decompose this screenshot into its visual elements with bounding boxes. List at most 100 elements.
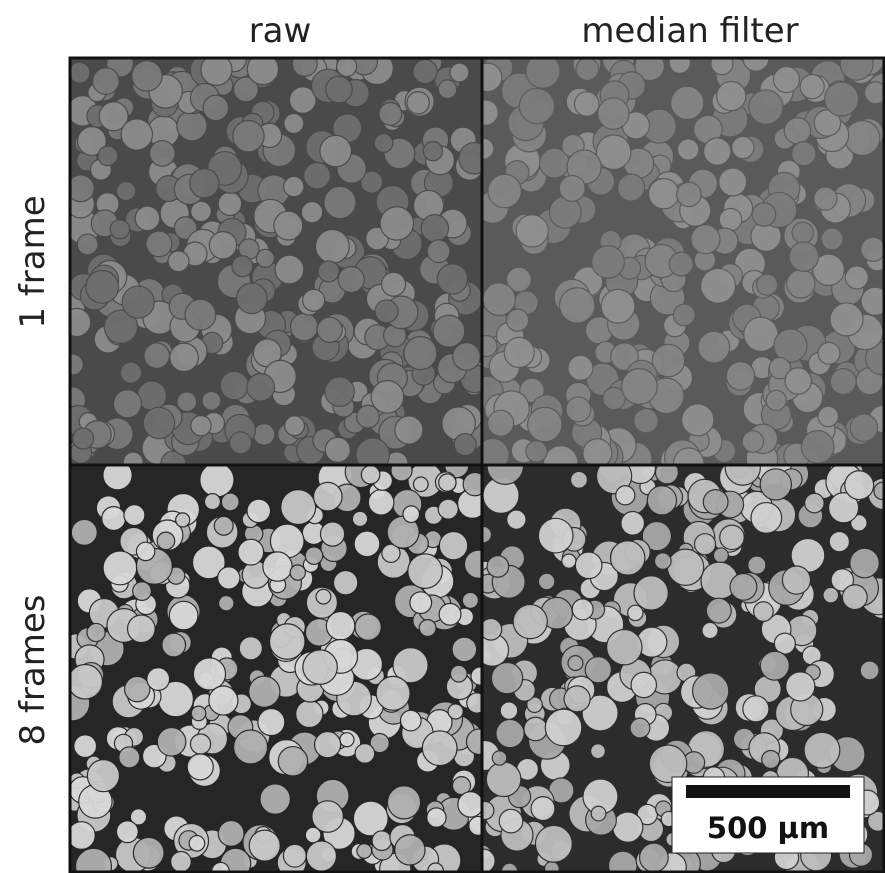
- grain: [109, 218, 131, 240]
- grain: [600, 288, 636, 324]
- grain: [495, 718, 525, 749]
- grain: [169, 342, 199, 373]
- grain: [681, 403, 715, 437]
- grain: [768, 356, 792, 380]
- grain: [772, 65, 801, 94]
- grain: [755, 273, 779, 296]
- grain: [121, 285, 155, 319]
- grain: [304, 546, 324, 566]
- grain: [666, 548, 705, 586]
- grain: [132, 581, 152, 601]
- panels: [70, 58, 884, 872]
- grain: [828, 492, 860, 524]
- grain: [491, 750, 508, 766]
- grain: [482, 334, 498, 358]
- grain: [101, 506, 127, 532]
- grain: [437, 79, 458, 100]
- grain: [606, 628, 643, 666]
- grain: [830, 568, 855, 592]
- grain: [526, 406, 563, 443]
- grain: [620, 368, 658, 405]
- grain: [360, 170, 384, 194]
- grain: [647, 177, 680, 210]
- grain: [248, 675, 281, 708]
- grain: [611, 811, 644, 843]
- grain: [337, 265, 365, 294]
- grain: [485, 761, 522, 798]
- grain: [804, 492, 825, 514]
- grain: [402, 505, 421, 524]
- grain: [319, 521, 346, 547]
- grain: [783, 117, 812, 145]
- grain: [123, 503, 146, 527]
- grain: [482, 437, 510, 465]
- grain: [697, 330, 731, 364]
- grain: [676, 181, 702, 208]
- grain: [312, 481, 343, 512]
- grain: [412, 58, 438, 85]
- grain: [563, 685, 591, 713]
- grain: [571, 598, 594, 621]
- grain: [590, 805, 607, 822]
- grain: [867, 810, 884, 832]
- grain: [353, 530, 381, 558]
- grain: [602, 386, 626, 411]
- micrograph: [482, 58, 884, 465]
- grain: [120, 118, 154, 151]
- grain: [192, 657, 227, 691]
- grain: [199, 465, 235, 498]
- grain: [302, 649, 338, 685]
- grain: [525, 440, 548, 463]
- grain: [289, 312, 319, 342]
- micrograph: [70, 58, 482, 465]
- grain: [97, 145, 119, 167]
- grain: [190, 414, 212, 437]
- grain: [486, 555, 510, 578]
- grain: [849, 547, 880, 579]
- grain: [213, 515, 234, 536]
- grain: [567, 354, 594, 381]
- grain: [633, 575, 669, 611]
- grain: [817, 341, 841, 365]
- grain: [132, 836, 165, 869]
- grain: [747, 555, 767, 575]
- grain: [482, 99, 499, 126]
- grain: [482, 62, 503, 93]
- grain: [530, 796, 556, 822]
- grain: [186, 753, 214, 781]
- grain: [386, 785, 422, 820]
- grain: [311, 800, 344, 833]
- grain: [118, 746, 141, 769]
- grain: [184, 298, 217, 331]
- grain: [712, 547, 729, 564]
- grain: [76, 233, 99, 256]
- grain: [590, 743, 607, 760]
- grain: [620, 510, 646, 536]
- grain: [751, 202, 777, 227]
- grain: [268, 623, 306, 660]
- grain: [451, 636, 478, 663]
- grain: [544, 708, 583, 747]
- grain: [219, 370, 250, 401]
- grain: [122, 451, 144, 465]
- grain: [786, 268, 816, 299]
- grain: [607, 850, 638, 872]
- grain: [791, 141, 817, 167]
- grain: [156, 726, 187, 757]
- grain: [217, 819, 245, 847]
- grain: [828, 530, 851, 553]
- grain: [487, 173, 523, 209]
- grain: [145, 230, 173, 258]
- grain: [422, 140, 444, 162]
- grain: [537, 517, 574, 554]
- grain: [246, 498, 272, 524]
- grain: [102, 465, 133, 491]
- grain: [70, 61, 91, 84]
- grain: [74, 847, 113, 872]
- grain: [672, 303, 696, 327]
- grain: [470, 666, 482, 686]
- grain: [432, 314, 466, 348]
- grain: [581, 694, 619, 732]
- grain: [208, 685, 239, 716]
- grain: [409, 591, 433, 615]
